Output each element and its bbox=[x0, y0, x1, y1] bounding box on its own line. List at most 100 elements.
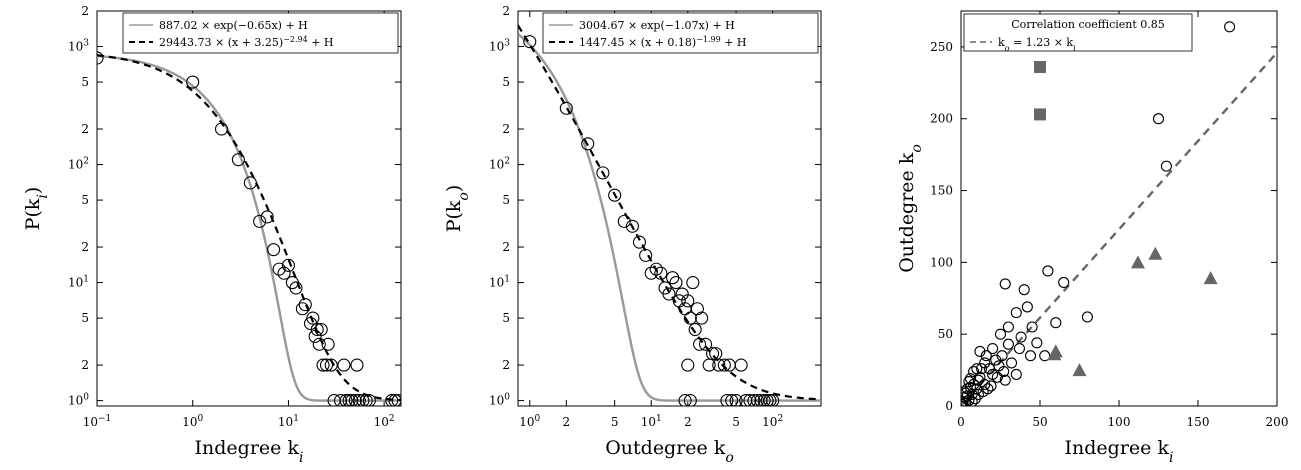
data-point bbox=[747, 394, 761, 406]
data-point bbox=[289, 281, 303, 295]
fit-line bbox=[961, 51, 1277, 406]
data-point bbox=[994, 328, 1007, 340]
data-point bbox=[1160, 160, 1172, 172]
highlight-square-point bbox=[1034, 108, 1046, 121]
y-tick-label: 2 bbox=[81, 240, 89, 254]
data-point bbox=[695, 311, 709, 325]
y-tick-label: 5 bbox=[81, 75, 89, 89]
x-tick-label: 102 bbox=[762, 414, 783, 429]
fit-curve-1 bbox=[97, 54, 401, 402]
x-tick-label: 100 bbox=[519, 414, 540, 429]
data-point bbox=[350, 358, 364, 372]
y-tick-label: 102 bbox=[489, 157, 510, 172]
data-point bbox=[985, 380, 997, 392]
data-point bbox=[1224, 21, 1236, 33]
data-point bbox=[999, 374, 1011, 386]
data-point bbox=[342, 394, 356, 406]
data-point bbox=[231, 153, 245, 167]
data-point bbox=[961, 397, 970, 406]
data-point bbox=[362, 394, 376, 406]
data-point bbox=[1026, 321, 1038, 333]
legend-box bbox=[122, 12, 399, 54]
data-point bbox=[1021, 301, 1033, 313]
data-point bbox=[972, 374, 984, 386]
data-point bbox=[681, 294, 695, 308]
legend: 3004.67 × exp(−1.07x) + H 1447.45 × (x + … bbox=[542, 12, 819, 54]
data-point bbox=[961, 397, 967, 406]
data-point bbox=[312, 337, 326, 351]
data-point bbox=[991, 371, 1003, 383]
x-tick-label: 101 bbox=[278, 414, 299, 429]
data-point bbox=[688, 322, 702, 337]
plot-frame bbox=[517, 10, 822, 407]
data-point bbox=[996, 350, 1008, 362]
data-point bbox=[1081, 311, 1093, 323]
data-point bbox=[720, 394, 734, 406]
y-tick-label: 101 bbox=[489, 275, 510, 290]
data-point bbox=[356, 394, 370, 406]
legend-label: 1447.45 × (x + 0.18)−1.99 + H bbox=[579, 35, 747, 50]
y-axis-label: P(ki) bbox=[22, 187, 51, 231]
y-tick-label: 2 bbox=[502, 122, 510, 136]
y-tick-label: 100 bbox=[930, 255, 953, 269]
legend-label: 3004.67 × exp(−1.07x) + H bbox=[579, 19, 735, 32]
x-tick-label: 50 bbox=[1032, 415, 1047, 429]
fit-curve-0 bbox=[518, 33, 821, 402]
y-tick-label: 2 bbox=[81, 4, 89, 18]
data-point bbox=[97, 51, 104, 65]
x-tick-label: 5 bbox=[611, 415, 619, 429]
y-tick-label: 2 bbox=[81, 358, 89, 372]
data-point bbox=[306, 311, 320, 325]
data-point bbox=[654, 266, 668, 280]
data-point bbox=[243, 176, 257, 190]
data-point bbox=[1024, 350, 1037, 362]
data-point bbox=[692, 337, 707, 351]
data-point bbox=[337, 358, 351, 372]
y-tick-label: 2 bbox=[502, 240, 510, 254]
data-point bbox=[974, 345, 986, 357]
plot-frame bbox=[96, 10, 402, 407]
data-point bbox=[339, 394, 353, 406]
data-point bbox=[669, 276, 683, 290]
data-point bbox=[681, 358, 695, 372]
data-point bbox=[644, 266, 658, 280]
data-point bbox=[998, 365, 1010, 378]
data-point bbox=[1050, 317, 1062, 329]
y-tick-label: 50 bbox=[938, 327, 953, 341]
data-point bbox=[706, 347, 720, 361]
y-tick-label: 2 bbox=[81, 122, 89, 136]
outdegree-distribution-plot: 100 2 5 101 2 5 102 100 2 5 101 2 5 102 2 5 103 2 Outdegre… bbox=[443, 4, 822, 466]
data-point bbox=[324, 358, 338, 372]
data-point bbox=[281, 258, 295, 272]
data-point bbox=[260, 210, 274, 224]
data-point bbox=[763, 394, 777, 406]
highlight-triangle-point bbox=[1203, 271, 1218, 285]
legend: Correlation coefficient 0.85 ko = 1.23 × … bbox=[963, 13, 1193, 53]
plot-area bbox=[518, 24, 821, 406]
in-out-degree-correlation-plot: 0 50 100 150 200 0 50 100 150 200 250 Indegree ki Ou… bbox=[896, 10, 1288, 466]
y-tick-label: 100 bbox=[68, 393, 89, 408]
data-point bbox=[1042, 265, 1054, 277]
data-point bbox=[617, 214, 631, 228]
x-tick-label: 10−1 bbox=[83, 414, 112, 429]
legend: 887.02 × exp(−0.65x) + H 29443.73 × (x + … bbox=[122, 12, 399, 54]
x-tick-label: 100 bbox=[1108, 415, 1131, 429]
data-point bbox=[316, 358, 330, 372]
data-point bbox=[1013, 342, 1026, 355]
data-point bbox=[1018, 284, 1030, 296]
data-point bbox=[277, 266, 291, 280]
data-point bbox=[987, 342, 999, 355]
data-point bbox=[581, 137, 595, 151]
data-point bbox=[683, 394, 697, 406]
data-point bbox=[1010, 307, 1022, 319]
data-point bbox=[608, 188, 622, 202]
data-point bbox=[559, 101, 573, 115]
data-point bbox=[214, 122, 229, 136]
plot-area bbox=[97, 51, 401, 406]
data-point bbox=[186, 75, 200, 89]
x-tick-label: 5 bbox=[732, 415, 740, 429]
data-point bbox=[686, 276, 700, 290]
x-tick-label: 150 bbox=[1187, 415, 1210, 429]
data-point bbox=[333, 394, 348, 406]
data-point bbox=[385, 394, 399, 406]
